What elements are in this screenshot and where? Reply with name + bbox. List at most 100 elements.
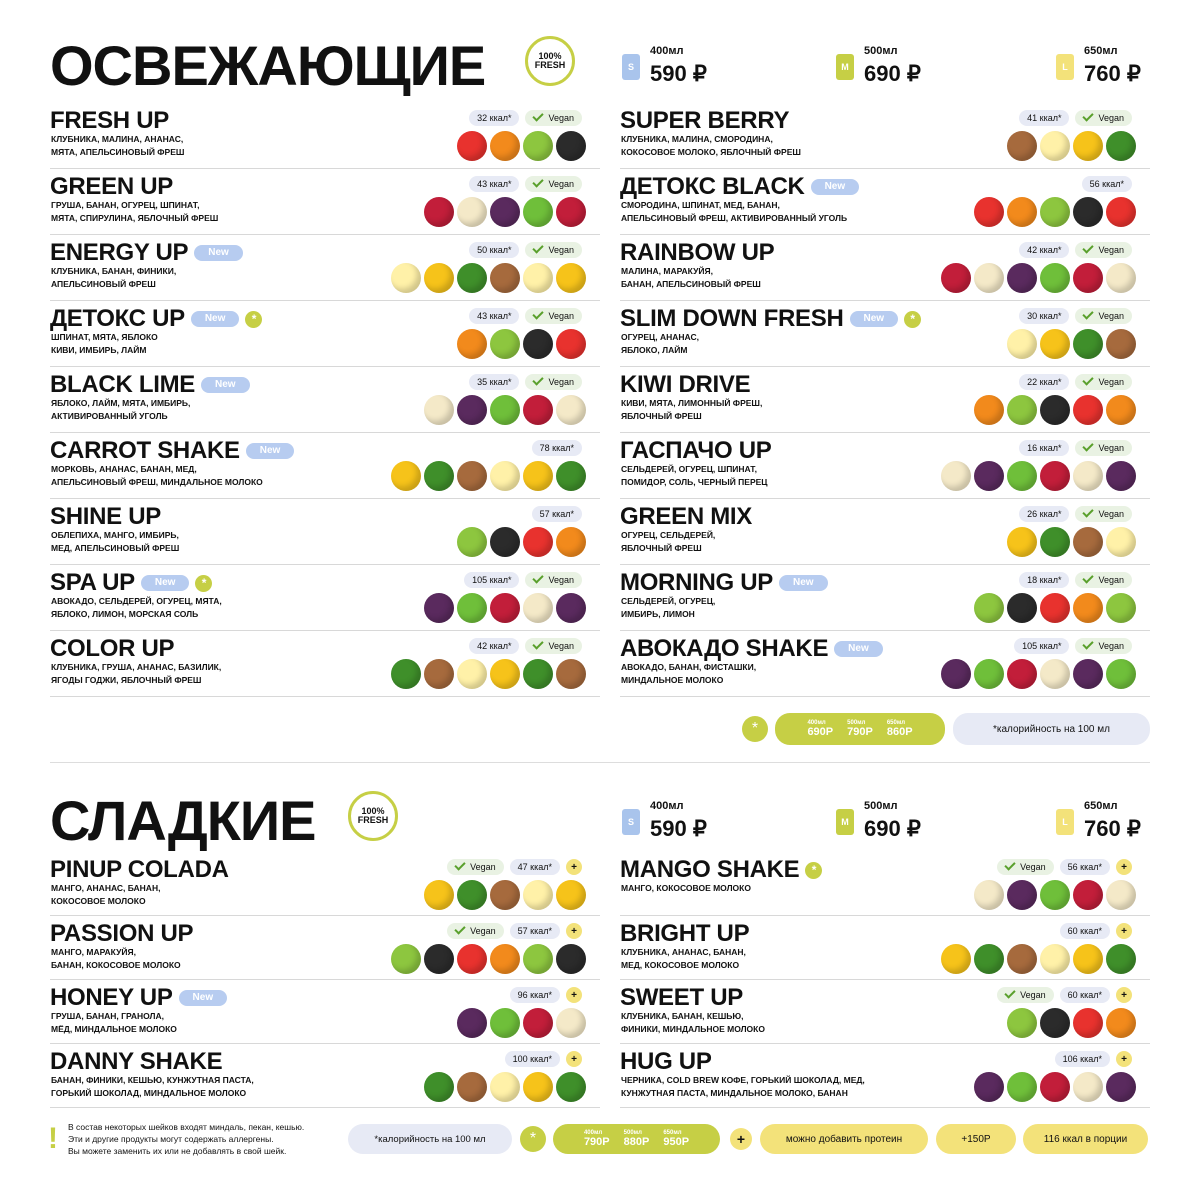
size-letter: M <box>836 54 854 80</box>
chips: 42 ккал* Vegan <box>1019 242 1132 258</box>
chips: 105 ккал* Vegan <box>1014 638 1132 654</box>
ingredient-image <box>457 1072 487 1102</box>
ingredient-images <box>1007 1008 1136 1038</box>
ingredient-image <box>974 1072 1004 1102</box>
ingredient-image <box>556 395 586 425</box>
ingredients: ГРУША, БАНАН, ГРАНОЛА, <box>51 1011 165 1021</box>
ingredients: АВОКАДО, СЕЛЬДЕРЕЙ, ОГУРЕЦ, МЯТА, <box>51 596 222 606</box>
ingredient-image <box>490 263 520 293</box>
ingredients: ГОРЬКИЙ ШОКОЛАД, МИНДАЛЬНОЕ МОЛОКО <box>51 1088 247 1098</box>
size-volume: 650мл <box>1084 800 1118 812</box>
ingredient-images <box>391 659 586 689</box>
ingredient-image <box>457 329 487 359</box>
ingredient-image <box>523 944 553 974</box>
item-name: HUG UP <box>620 1048 712 1075</box>
ingredient-image <box>941 944 971 974</box>
ingredients: МИНДАЛЬНОЕ МОЛОКО <box>621 675 724 685</box>
ingredient-image <box>1106 131 1136 161</box>
ingredient-image <box>1007 527 1037 557</box>
ingredient-images <box>391 263 586 293</box>
ingredient-images <box>424 880 586 910</box>
ingredient-image <box>490 131 520 161</box>
check-icon <box>1004 859 1016 871</box>
size-price-box: 400мл 690Р <box>807 720 833 738</box>
ingredients: ОГУРЕЦ, СЕЛЬДЕРЕЙ, <box>621 530 716 540</box>
ingredient-image <box>424 395 454 425</box>
ingredient-image <box>941 659 971 689</box>
ingredient-image <box>974 659 1004 689</box>
ingredient-images <box>941 944 1136 974</box>
plus-chip: + <box>1116 1051 1132 1067</box>
item-name-row: CARROT SHAKE New <box>50 439 295 463</box>
new-tag: New <box>849 311 899 327</box>
ingredient-image <box>941 263 971 293</box>
ingredient-image <box>1073 1072 1103 1102</box>
ingredient-image <box>1040 944 1070 974</box>
ingredient-image <box>1040 461 1070 491</box>
ingredient-images <box>974 395 1136 425</box>
ingredients: КЛУБНИКА, АНАНАС, БАНАН, <box>621 947 746 957</box>
ingredient-image <box>1073 659 1103 689</box>
size-price: 760 ₽ <box>1084 61 1141 86</box>
chips: 60 ккал* + <box>1059 923 1132 939</box>
kcal-chip: 105 ккал* <box>464 572 520 588</box>
vegan-label: Vegan <box>548 575 574 585</box>
kcal-chip: 26 ккал* <box>1019 506 1070 522</box>
plus-chip: + <box>1116 923 1132 939</box>
ingredient-image <box>490 944 520 974</box>
ingredient-images <box>391 461 586 491</box>
ingredients: МАЛИНА, МАРАКУЙЯ, <box>621 266 713 276</box>
ingredient-image <box>556 329 586 359</box>
ingredient-image <box>523 880 553 910</box>
item-name-row: KIWI DRIVE <box>620 373 751 397</box>
ingredient-image <box>1106 527 1136 557</box>
kcal-chip: 30 ккал* <box>1019 308 1070 324</box>
ingredients: МАНГО, АНАНАС, БАНАН, <box>51 883 161 893</box>
ingredient-image <box>1106 461 1136 491</box>
ingredient-image <box>490 593 520 623</box>
ingredients: МЕД, КОКОСОВОЕ МОЛОКО <box>621 960 740 970</box>
size-prices: 400мл 790Р 500мл 880Р 650мл 950Р <box>553 1124 720 1154</box>
ingredient-image <box>1073 131 1103 161</box>
ingredient-image <box>523 395 553 425</box>
ingredients: КЛУБНИКА, МАЛИНА, СМОРОДИНА, <box>621 134 773 144</box>
ingredient-image <box>523 461 553 491</box>
new-tag: New <box>245 443 295 459</box>
ingredients: АПЕЛЬСИНОВЫЙ ФРЕШ <box>51 279 156 289</box>
check-icon <box>532 176 545 188</box>
ingredient-image <box>457 395 487 425</box>
item-name-row: FRESH UP <box>50 109 169 133</box>
ingredient-image <box>1040 197 1070 227</box>
check-icon <box>1082 638 1095 650</box>
ingredients: КОКОСОВОЕ МОЛОКО <box>51 896 146 906</box>
allergen-note: В состав некоторых шейков входят миндаль… <box>68 1122 305 1132</box>
chips: 32 ккал* Vegan <box>469 110 582 126</box>
new-tag: New <box>810 179 860 195</box>
menu-item: RAINBOW UP МАЛИНА, МАРАКУЙЯ, БАНАН, АПЕЛЬС… <box>620 235 1150 301</box>
ingredient-image <box>974 593 1004 623</box>
ingredient-image <box>490 527 520 557</box>
chips: 26 ккал* Vegan <box>1019 506 1132 522</box>
ingredient-image <box>1073 329 1103 359</box>
menu-item: BRIGHT UP КЛУБНИКА, АНАНАС, БАНАН, МЕД, КО… <box>620 916 1150 980</box>
ingredients: СЕЛЬДЕРЕЙ, ОГУРЕЦ, <box>621 596 716 606</box>
ingredients: МОРКОВЬ, АНАНАС, БАНАН, МЕД, <box>51 464 197 474</box>
ingredient-images <box>457 527 586 557</box>
ingredient-image <box>457 197 487 227</box>
ingredient-image <box>1040 659 1070 689</box>
item-name: АВОКАДО SHAKE <box>620 635 829 662</box>
menu-item: DANNY SHAKE БАНАН, ФИНИКИ, КЕШЬЮ, КУНЖУТН… <box>50 1044 600 1108</box>
vegan-label: Vegan <box>1098 509 1124 519</box>
item-name-row: ГАСПАЧО UP <box>620 439 772 463</box>
ingredient-images <box>424 395 586 425</box>
ingredients: ФИНИКИ, МИНДАЛЬНОЕ МОЛОКО <box>621 1024 765 1034</box>
kcal-chip: 100 ккал* <box>504 1051 560 1067</box>
ingredient-images <box>941 263 1136 293</box>
ingredient-image <box>556 880 586 910</box>
vegan-label: Vegan <box>470 862 496 872</box>
ingredient-images <box>424 197 586 227</box>
chips: 30 ккал* Vegan <box>1019 308 1132 324</box>
size-letter: S <box>622 809 640 835</box>
menu-item: GREEN UP ГРУША, БАНАН, ОГУРЕЦ, ШПИНАТ, МЯТ… <box>50 169 600 235</box>
ingredient-image <box>424 1072 454 1102</box>
